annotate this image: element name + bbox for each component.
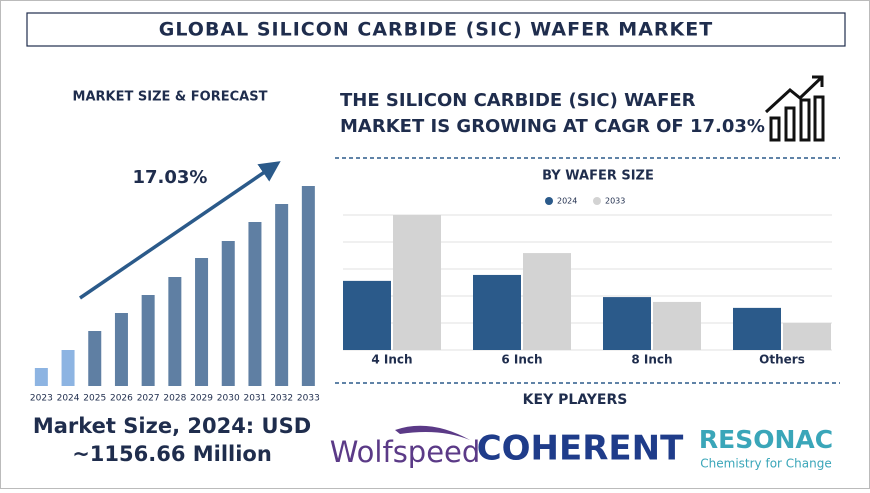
bar bbox=[343, 280, 391, 350]
x-tick-label: 2031 bbox=[243, 394, 266, 404]
legend-label: 2033 bbox=[605, 197, 625, 206]
bar bbox=[221, 241, 235, 386]
bar bbox=[301, 186, 315, 386]
bar bbox=[61, 350, 75, 386]
x-tick-label: 4 Inch bbox=[371, 353, 412, 367]
bar bbox=[141, 295, 155, 386]
x-tick-label: 2027 bbox=[137, 394, 160, 404]
logo: Wolfspeed bbox=[330, 435, 481, 469]
bar bbox=[603, 297, 651, 350]
market-size: Market Size, 2024: USD bbox=[33, 414, 311, 438]
bar bbox=[473, 274, 521, 350]
bar bbox=[653, 301, 701, 350]
legend-label: 2024 bbox=[557, 197, 577, 206]
bar bbox=[523, 253, 571, 350]
x-tick-label: Others bbox=[759, 353, 805, 367]
key-players-heading: KEY PLAYERS bbox=[523, 392, 628, 408]
page-title: GLOBAL SILICON CARBIDE (SIC) WAFER MARKE… bbox=[159, 19, 713, 41]
bar bbox=[34, 368, 48, 386]
x-tick-label: 2023 bbox=[30, 394, 53, 404]
bar bbox=[114, 313, 128, 386]
x-tick-label: 2028 bbox=[163, 394, 186, 404]
bar bbox=[88, 331, 102, 386]
bar bbox=[783, 323, 831, 350]
logo: COHERENT bbox=[477, 429, 684, 469]
x-tick-label: 6 Inch bbox=[501, 353, 542, 367]
growth-arrow bbox=[79, 161, 281, 300]
x-tick-label: 8 Inch bbox=[631, 353, 672, 367]
bar bbox=[248, 222, 262, 386]
bar bbox=[275, 204, 289, 386]
x-tick-label: 2029 bbox=[190, 394, 213, 404]
bar bbox=[168, 277, 182, 386]
x-tick-label: 2032 bbox=[270, 394, 293, 404]
x-tick-label: 2030 bbox=[217, 394, 240, 404]
legend-swatch bbox=[545, 197, 553, 205]
chart-title: BY WAFER SIZE bbox=[542, 169, 654, 184]
x-tick-label: 2024 bbox=[57, 394, 80, 404]
logo-tagline: Chemistry for Change bbox=[700, 457, 831, 471]
growth-icon bbox=[764, 75, 825, 142]
logo-swoosh bbox=[395, 425, 470, 440]
bar bbox=[393, 215, 441, 350]
headline: THE SILICON CARBIDE (SIC) WAFER bbox=[340, 90, 696, 111]
legend-swatch bbox=[593, 197, 601, 205]
logo: RESONAC bbox=[699, 425, 833, 454]
x-tick-label: 2026 bbox=[110, 394, 133, 404]
cagr-annotation: 17.03% bbox=[133, 167, 208, 188]
x-tick-label: 2033 bbox=[297, 394, 320, 404]
bar bbox=[195, 258, 209, 386]
bar bbox=[733, 307, 781, 350]
forecast-heading: MARKET SIZE & FORECAST bbox=[73, 90, 268, 105]
headline: MARKET IS GROWING AT CAGR OF 17.03% bbox=[340, 116, 765, 137]
title-box bbox=[26, 12, 846, 47]
market-size: ~1156.66 Million bbox=[72, 442, 272, 466]
x-tick-label: 2025 bbox=[83, 394, 106, 404]
